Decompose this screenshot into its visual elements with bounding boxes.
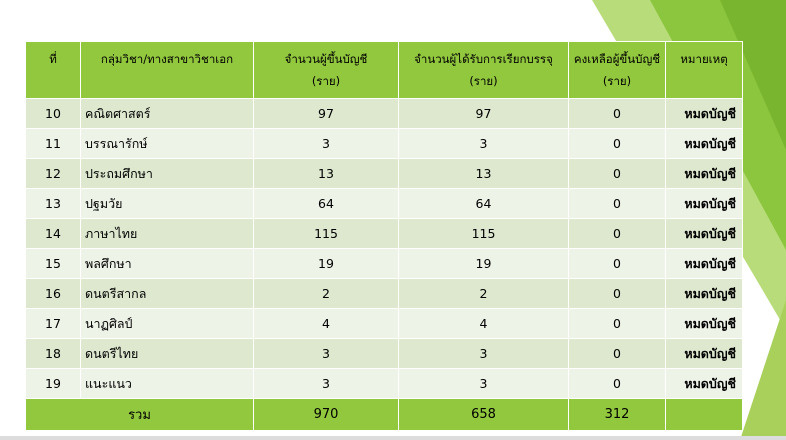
table-row: 14 ภาษาไทย 115 115 0 หมดบัญชี (25, 218, 743, 249)
cell-called: 64 (398, 188, 569, 219)
cell-no: 13 (25, 188, 81, 219)
cell-note: หมดบัญชี (665, 128, 743, 159)
cell-listed: 97 (253, 98, 399, 129)
cell-note: หมดบัญชี (665, 188, 743, 219)
table-row: 19 แนะแนว 3 3 0 หมดบัญชี (25, 368, 743, 399)
cell-called: 97 (398, 98, 569, 129)
cell-note: หมดบัญชี (665, 368, 743, 399)
header-no: ที่ (25, 41, 81, 99)
header-subject: กลุ่มวิชา/ทางสาขาวิชาเอก (80, 41, 254, 99)
table-row: 18 ดนตรีไทย 3 3 0 หมดบัญชี (25, 338, 743, 369)
header-called: จำนวนผู้ได้รับการเรียกบรรจุ (ราย) (398, 41, 569, 99)
cell-remaining: 0 (568, 368, 666, 399)
cell-listed: 19 (253, 248, 399, 279)
cell-no: 18 (25, 338, 81, 369)
table-row: 13 ปฐมวัย 64 64 0 หมดบัญชี (25, 188, 743, 219)
cell-no: 19 (25, 368, 81, 399)
header-listed: จำนวนผู้ขึ้นบัญชี (ราย) (253, 41, 399, 99)
cell-note: หมดบัญชี (665, 338, 743, 369)
cell-subject: ประถมศึกษา (80, 158, 254, 189)
cell-no: 15 (25, 248, 81, 279)
cell-no: 11 (25, 128, 81, 159)
cell-no: 10 (25, 98, 81, 129)
table-row: 17 นาฏศิลป์ 4 4 0 หมดบัญชี (25, 308, 743, 339)
cell-no: 16 (25, 278, 81, 309)
cell-subject: บรรณารักษ์ (80, 128, 254, 159)
cell-called: 2 (398, 278, 569, 309)
cell-listed: 4 (253, 308, 399, 339)
cell-listed: 3 (253, 128, 399, 159)
header-note: หมายเหตุ (665, 41, 743, 99)
cell-note: หมดบัญชี (665, 158, 743, 189)
table-row: 12 ประถมศึกษา 13 13 0 หมดบัญชี (25, 158, 743, 189)
header-remaining: คงเหลือผู้ขึ้นบัญชี (ราย) (568, 41, 666, 99)
cell-remaining: 0 (568, 98, 666, 129)
cell-subject: ปฐมวัย (80, 188, 254, 219)
cell-listed: 2 (253, 278, 399, 309)
table-row: 16 ดนตรีสากล 2 2 0 หมดบัญชี (25, 278, 743, 309)
cell-remaining: 0 (568, 308, 666, 339)
cell-subject: ภาษาไทย (80, 218, 254, 249)
cell-listed: 115 (253, 218, 399, 249)
cell-called: 19 (398, 248, 569, 279)
cell-listed: 3 (253, 368, 399, 399)
cell-subject: นาฏศิลป์ (80, 308, 254, 339)
table-header-row: ที่ กลุ่มวิชา/ทางสาขาวิชาเอก จำนวนผู้ขึ้… (25, 41, 743, 99)
table-total-row: รวม 970 658 312 (25, 398, 743, 431)
cell-remaining: 0 (568, 188, 666, 219)
cell-note: หมดบัญชี (665, 308, 743, 339)
cell-no: 17 (25, 308, 81, 339)
cell-called: 13 (398, 158, 569, 189)
cell-listed: 64 (253, 188, 399, 219)
cell-remaining: 0 (568, 338, 666, 369)
cell-note: หมดบัญชี (665, 98, 743, 129)
cell-called: 115 (398, 218, 569, 249)
cell-subject: ดนตรีสากล (80, 278, 254, 309)
cell-subject: ดนตรีไทย (80, 338, 254, 369)
table-row: 10 คณิตศาสตร์ 97 97 0 หมดบัญชี (25, 98, 743, 129)
cell-note: หมดบัญชี (665, 278, 743, 309)
cell-remaining: 0 (568, 158, 666, 189)
cell-subject: คณิตศาสตร์ (80, 98, 254, 129)
cell-called: 3 (398, 338, 569, 369)
bottom-border (0, 436, 786, 440)
cell-subject: พลศึกษา (80, 248, 254, 279)
data-table: ที่ กลุ่มวิชา/ทางสาขาวิชาเอก จำนวนผู้ขึ้… (25, 41, 743, 431)
cell-note: หมดบัญชี (665, 248, 743, 279)
table-row: 11 บรรณารักษ์ 3 3 0 หมดบัญชี (25, 128, 743, 159)
cell-note: หมดบัญชี (665, 218, 743, 249)
total-note (665, 398, 743, 431)
cell-called: 4 (398, 308, 569, 339)
table-row: 15 พลศึกษา 19 19 0 หมดบัญชี (25, 248, 743, 279)
cell-no: 12 (25, 158, 81, 189)
cell-no: 14 (25, 218, 81, 249)
cell-remaining: 0 (568, 128, 666, 159)
cell-called: 3 (398, 368, 569, 399)
cell-remaining: 0 (568, 218, 666, 249)
total-label: รวม (25, 398, 254, 431)
cell-remaining: 0 (568, 248, 666, 279)
cell-called: 3 (398, 128, 569, 159)
total-remaining: 312 (568, 398, 666, 431)
cell-remaining: 0 (568, 278, 666, 309)
cell-listed: 3 (253, 338, 399, 369)
cell-listed: 13 (253, 158, 399, 189)
cell-subject: แนะแนว (80, 368, 254, 399)
total-called: 658 (398, 398, 569, 431)
total-listed: 970 (253, 398, 399, 431)
